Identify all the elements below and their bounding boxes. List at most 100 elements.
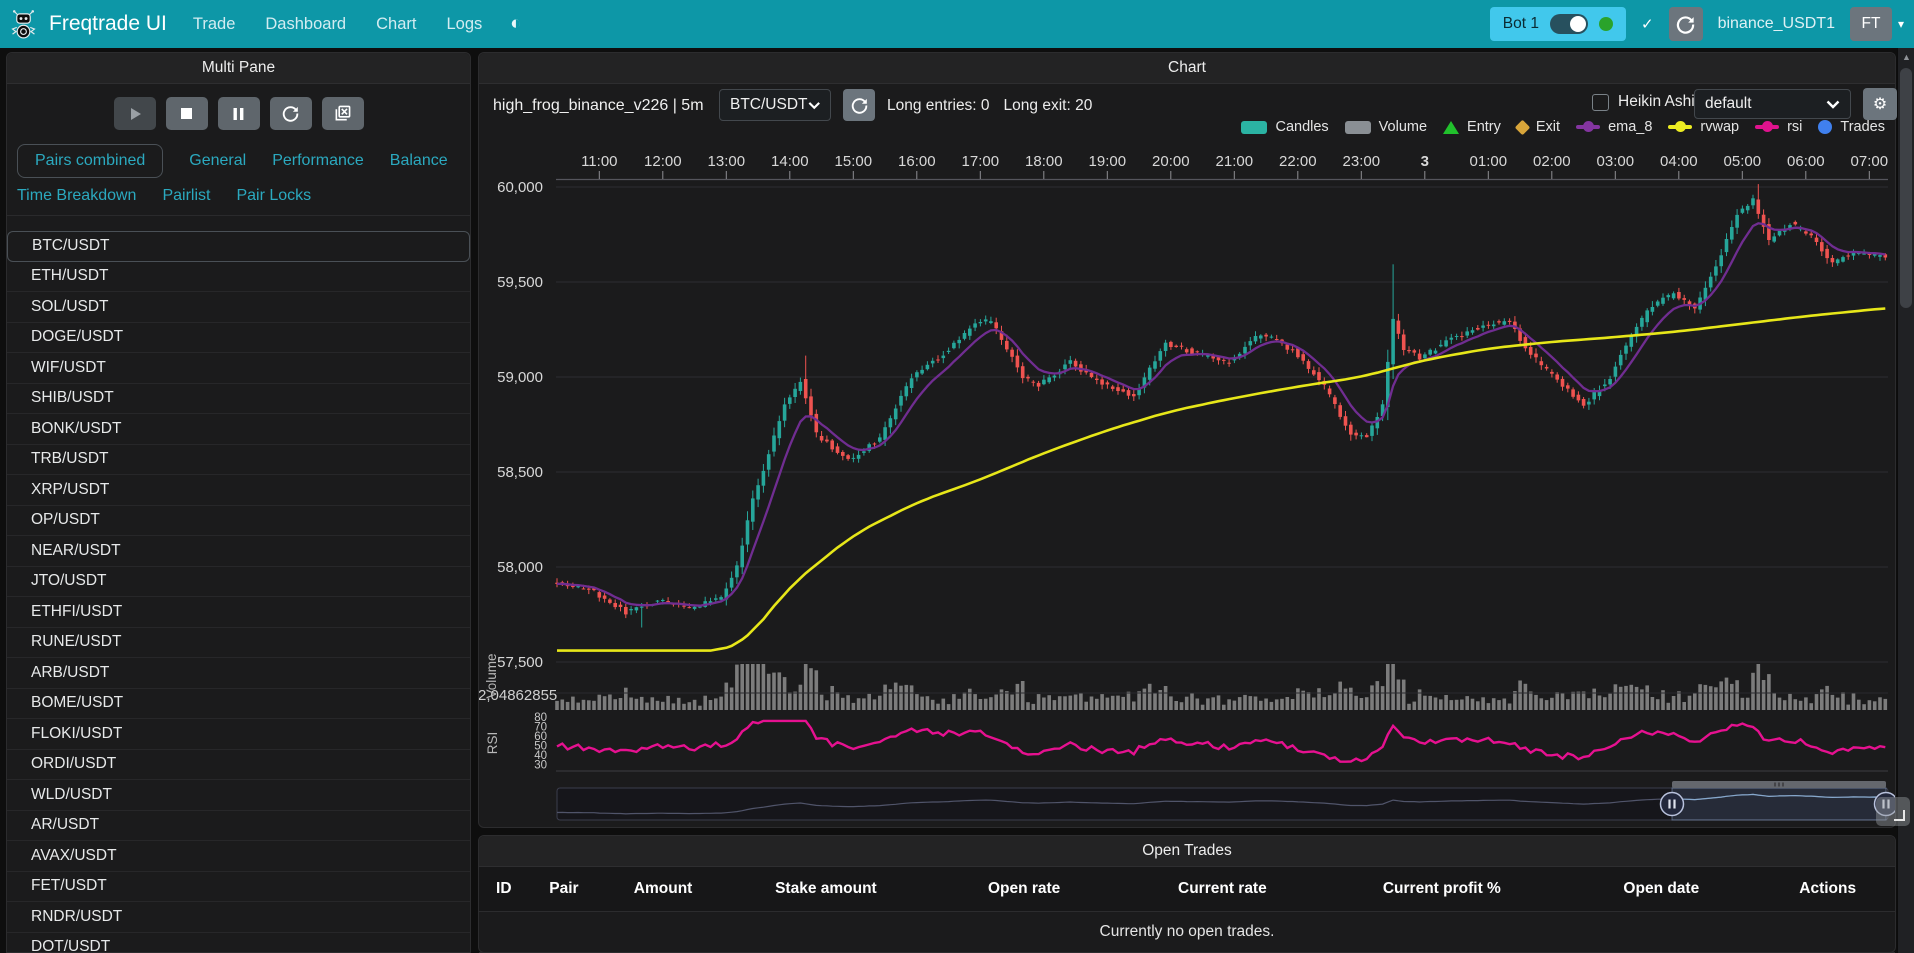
pair-row-avax-usdt[interactable]: AVAX/USDT: [7, 841, 470, 872]
play-button[interactable]: [113, 97, 156, 130]
plot-config-select[interactable]: default: [1694, 89, 1851, 119]
tab-time-breakdown[interactable]: Time Breakdown: [17, 187, 137, 204]
heikin-ashi-checkbox[interactable]: [1592, 93, 1609, 111]
pair-row-jto-usdt[interactable]: JTO/USDT: [7, 567, 470, 597]
legend-item-rsi[interactable]: rsi: [1755, 119, 1802, 135]
tab-pairlist[interactable]: Pairlist: [162, 187, 211, 204]
pair-select[interactable]: BTC/USDT: [719, 89, 831, 121]
pair-row-ar-usdt[interactable]: AR/USDT: [7, 811, 470, 841]
pair-row-rndr-usdt[interactable]: RNDR/USDT: [7, 902, 470, 933]
pair-row-sol-usdt[interactable]: SOL/USDT: [7, 292, 470, 323]
datazoom-selected-window[interactable]: [1671, 787, 1887, 821]
scrollbar-thumb[interactable]: [1900, 68, 1912, 308]
tab-balance[interactable]: Balance: [389, 152, 448, 169]
pair-row-wld-usdt[interactable]: WLD/USDT: [7, 780, 470, 811]
plot-settings-button[interactable]: ⚙: [1863, 88, 1897, 120]
nav-link-chart[interactable]: Chart: [376, 14, 417, 33]
reload-config-button[interactable]: [269, 97, 312, 130]
datazoom-slider[interactable]: [556, 781, 1896, 821]
pair-row-floki-usdt[interactable]: FLOKI/USDT: [7, 719, 470, 750]
scrollbar-up-arrow[interactable]: ▲: [1902, 52, 1911, 62]
nav-link-dashboard[interactable]: Dashboard: [265, 14, 347, 33]
sidebar-tabs: Pairs combined General Performance Balance …: [7, 140, 470, 216]
pair-row-dot-usdt[interactable]: DOT/USDT: [7, 933, 470, 952]
pair-row-ordi-usdt[interactable]: ORDI/USDT: [7, 750, 470, 780]
nav-links: Trade Dashboard Chart Logs: [193, 15, 482, 34]
svg-text:12:00: 12:00: [644, 153, 682, 170]
datazoom-right-handle[interactable]: [1873, 791, 1896, 817]
tab-performance[interactable]: Performance: [272, 152, 364, 169]
nav-link-logs[interactable]: Logs: [446, 14, 483, 33]
heikin-ashi-label: Heikin Ashi: [1618, 93, 1695, 110]
pair-row-xrp-usdt[interactable]: XRP/USDT: [7, 475, 470, 506]
svg-text:30: 30: [534, 760, 547, 772]
refresh-chart-button[interactable]: [843, 89, 875, 121]
tab-pair-locks[interactable]: Pair Locks: [236, 187, 312, 204]
svg-text:50: 50: [534, 741, 547, 753]
chart-legend: Candles Volume Entry Exit ema_8 rvwap rsi Trade…: [1241, 119, 1885, 135]
pair-row-rune-usdt[interactable]: RUNE/USDT: [7, 628, 470, 658]
candlestick-chart[interactable]: 60,000 59,500 59,000 58,500 58,000 57,500 11:0…: [479, 53, 1895, 827]
pair-row-shib-usdt[interactable]: SHIB/USDT: [7, 384, 470, 414]
legend-item-rvwap[interactable]: rvwap: [1668, 119, 1739, 135]
stop-button[interactable]: [165, 97, 208, 130]
svg-text:04:00: 04:00: [1660, 153, 1698, 170]
rsi-line: [556, 719, 1886, 763]
pair-row-eth-usdt[interactable]: ETH/USDT: [7, 262, 470, 292]
pair-row-arb-usdt[interactable]: ARB/USDT: [7, 658, 470, 689]
legend-item-entry[interactable]: Entry: [1443, 119, 1501, 135]
pair-row-fet-usdt[interactable]: FET/USDT: [7, 872, 470, 902]
pair-row-btc-usdt[interactable]: BTC/USDT: [7, 231, 470, 262]
pause-button[interactable]: [217, 97, 260, 130]
svg-text:60,000: 60,000: [497, 179, 543, 196]
pair-row-wif-usdt[interactable]: WIF/USDT: [7, 353, 470, 384]
trade-counts: Long entries: 0 Long exit: 20: [887, 97, 1092, 115]
open-trades-header-row: ID Pair Amount Stake amount Open rate Current…: [479, 867, 1895, 912]
pair-row-bome-usdt[interactable]: BOME/USDT: [7, 689, 470, 719]
bot-online-dot: [1598, 17, 1613, 31]
refresh-button[interactable]: [1668, 7, 1703, 41]
bot-controls: [7, 84, 470, 140]
tab-pairs-combined[interactable]: Pairs combined: [17, 144, 164, 178]
pair-row-trb-usdt[interactable]: TRB/USDT: [7, 445, 470, 475]
legend-item-exit[interactable]: Exit: [1514, 119, 1561, 135]
legend-item-trades[interactable]: Trades: [1818, 119, 1885, 135]
datazoom-left-handle[interactable]: [1659, 791, 1685, 817]
legend-item-candles[interactable]: Candles: [1241, 119, 1329, 135]
open-trades-title: Open Trades: [479, 836, 1895, 867]
bot-toggle[interactable]: [1549, 14, 1588, 34]
pair-row-doge-usdt[interactable]: DOGE/USDT: [7, 323, 470, 353]
candles-swatch-icon: [1241, 120, 1268, 134]
bot-selector[interactable]: Bot 1: [1489, 7, 1626, 41]
rsi-swatch-icon: [1755, 121, 1780, 133]
bot-name: Bot 1: [1502, 15, 1539, 32]
legend-item-ema-8[interactable]: ema_8: [1576, 119, 1652, 135]
multi-pane-panel: Multi Pane Pairs combined General Performa…: [6, 52, 471, 953]
time-axis: 11:00 12:00 13:00 14:00 15:00 16:00 17:00 18:00…: [556, 153, 1889, 181]
clear-log-button[interactable]: [321, 97, 364, 130]
brand[interactable]: Freqtrade UI: [10, 8, 167, 40]
tab-general[interactable]: General: [189, 152, 247, 169]
legend-item-volume[interactable]: Volume: [1344, 119, 1427, 135]
gridlines: 60,000 59,500 59,000 58,500 58,000 57,500: [497, 179, 1888, 671]
nav-link-trade[interactable]: Trade: [192, 14, 236, 33]
trades-swatch-icon: [1818, 120, 1833, 134]
pair-row-ethfi-usdt[interactable]: ETHFI/USDT: [7, 597, 470, 628]
user-menu-button[interactable]: FT: [1849, 7, 1892, 41]
pair-row-near-usdt[interactable]: NEAR/USDT: [7, 536, 470, 567]
theme-toggle-icon[interactable]: ◐: [510, 13, 522, 34]
legend-label: Exit: [1535, 119, 1561, 135]
pair-row-op-usdt[interactable]: OP/USDT: [7, 506, 470, 536]
svg-text:13:00: 13:00: [708, 153, 746, 170]
navbar-right: Bot 1 ✓ binance_USDT1 FT ▾: [1489, 7, 1904, 41]
vertical-scrollbar[interactable]: ▲: [1897, 48, 1914, 953]
svg-text:17:00: 17:00: [962, 153, 1000, 170]
svg-text:14:00: 14:00: [771, 153, 809, 170]
resize-grip[interactable]: [1876, 797, 1910, 826]
svg-text:Volume: Volume: [484, 653, 499, 698]
pair-row-bonk-usdt[interactable]: BONK/USDT: [7, 414, 470, 445]
svg-text:07:00: 07:00: [1851, 153, 1889, 170]
svg-text:59,500: 59,500: [497, 274, 543, 291]
svg-text:01:00: 01:00: [1470, 153, 1508, 170]
